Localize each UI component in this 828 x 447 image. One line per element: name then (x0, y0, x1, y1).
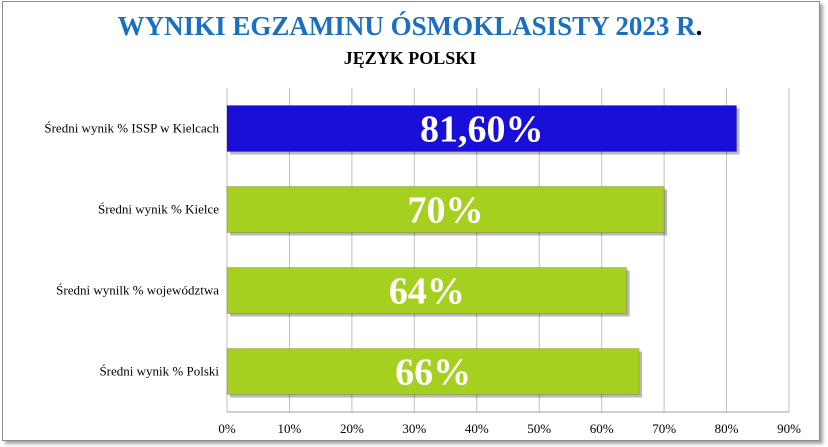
bar-value-label: 64% (389, 271, 465, 313)
bar-value-label: 66% (395, 352, 471, 394)
chart-title-text: WYNIKI EGZAMINU ÓSMOKLASISTY 2023 R (118, 11, 697, 41)
category-label: Średni wynik % Kielce (98, 202, 219, 217)
x-tick-label: 20% (340, 421, 364, 436)
bar (226, 267, 628, 314)
x-tick-labels: 0% 10% 20% 30% 40% 50% 60% 70% 80% 90% (218, 421, 801, 436)
chart-subtitle: JĘZYK POLSKI (344, 48, 477, 68)
x-tick-label: 90% (777, 421, 801, 436)
x-tick-label: 0% (218, 421, 236, 436)
bar-value-label: 81,60% (420, 109, 544, 151)
bar (226, 186, 665, 233)
bar-value-label: 70% (408, 190, 484, 232)
x-tick-label: 10% (278, 421, 302, 436)
chart-title: WYNIKI EGZAMINU ÓSMOKLASISTY 2023 R. (118, 11, 703, 41)
category-label: Średni wynilk % województwa (56, 283, 219, 298)
bars: 81,60% 70% 64% 66% (226, 105, 740, 398)
category-label: Średni wynik % ISSP w Kielcach (44, 121, 219, 136)
bar (226, 105, 738, 152)
x-tick-label: 70% (652, 421, 676, 436)
chart-title-dot: . (696, 11, 703, 41)
x-tick-label: 60% (590, 421, 614, 436)
x-tick-label: 80% (715, 421, 739, 436)
category-labels: Średni wynik % ISSP w Kielcach Średni wyn… (44, 121, 219, 379)
bar (226, 348, 640, 395)
category-label: Średni wynik % Polski (99, 364, 219, 379)
x-tick-label: 30% (402, 421, 426, 436)
x-tick-label: 40% (465, 421, 489, 436)
x-tick-label: 50% (527, 421, 551, 436)
